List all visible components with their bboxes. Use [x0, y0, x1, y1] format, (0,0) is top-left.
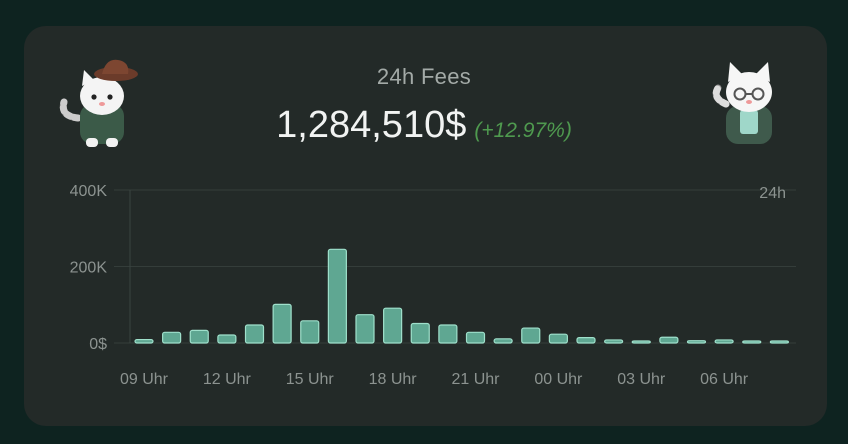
bar[interactable] [383, 307, 403, 344]
bar[interactable] [300, 320, 320, 344]
bar[interactable] [272, 303, 292, 344]
x-tick-label: 21 Uhr [451, 371, 500, 388]
bar[interactable] [714, 339, 734, 344]
bar[interactable] [659, 336, 679, 344]
bar[interactable] [631, 340, 651, 344]
bar[interactable] [604, 339, 624, 344]
bar[interactable] [355, 314, 375, 344]
bar[interactable] [327, 248, 347, 344]
x-tick-label: 00 Uhr [534, 371, 583, 388]
bar[interactable] [189, 329, 209, 344]
bar[interactable] [576, 337, 596, 344]
chart-title: 24h Fees [376, 64, 472, 89]
bar[interactable] [438, 324, 458, 344]
fees-change-percent: (+12.97%) [474, 119, 572, 142]
bar[interactable] [410, 322, 430, 344]
x-tick-label: 09 Uhr [120, 371, 169, 388]
glasses-cat-icon [712, 58, 786, 155]
bar[interactable] [769, 340, 789, 344]
x-tick-label: 15 Uhr [286, 371, 335, 388]
x-tick-label: 12 Uhr [203, 371, 252, 388]
bar[interactable] [465, 331, 486, 344]
bar[interactable] [134, 338, 154, 344]
fees-summary: 1,284,510$ (+12.97%) [0, 104, 848, 147]
y-tick-label: 200K [70, 260, 108, 277]
bar[interactable] [493, 338, 513, 344]
x-tick-label: 06 Uhr [700, 371, 749, 388]
bar[interactable] [217, 334, 237, 344]
bar[interactable] [244, 324, 265, 344]
bar-series [134, 248, 789, 344]
total-fees-value: 1,284,510$ [276, 104, 467, 146]
x-axis-labels: 09 Uhr 12 Uhr 15 Uhr 18 Uhr 21 Uhr 00 Uhr 03 U… [120, 371, 749, 388]
cowboy-cat-icon [56, 58, 146, 155]
x-tick-label: 18 Uhr [369, 371, 418, 388]
bar[interactable] [686, 340, 707, 344]
y-tick-label: 400K [70, 183, 108, 200]
y-tick-label: 0$ [89, 336, 107, 353]
fees-card [24, 26, 827, 426]
grid-lines [114, 189, 796, 344]
bar[interactable] [521, 327, 541, 344]
bar[interactable] [742, 340, 762, 344]
x-tick-label: 03 Uhr [617, 371, 666, 388]
bar[interactable] [162, 331, 182, 344]
bar[interactable] [548, 333, 568, 344]
range-label: 24h [759, 185, 786, 202]
y-axis-labels: 400K 200K 0$ [70, 183, 108, 353]
